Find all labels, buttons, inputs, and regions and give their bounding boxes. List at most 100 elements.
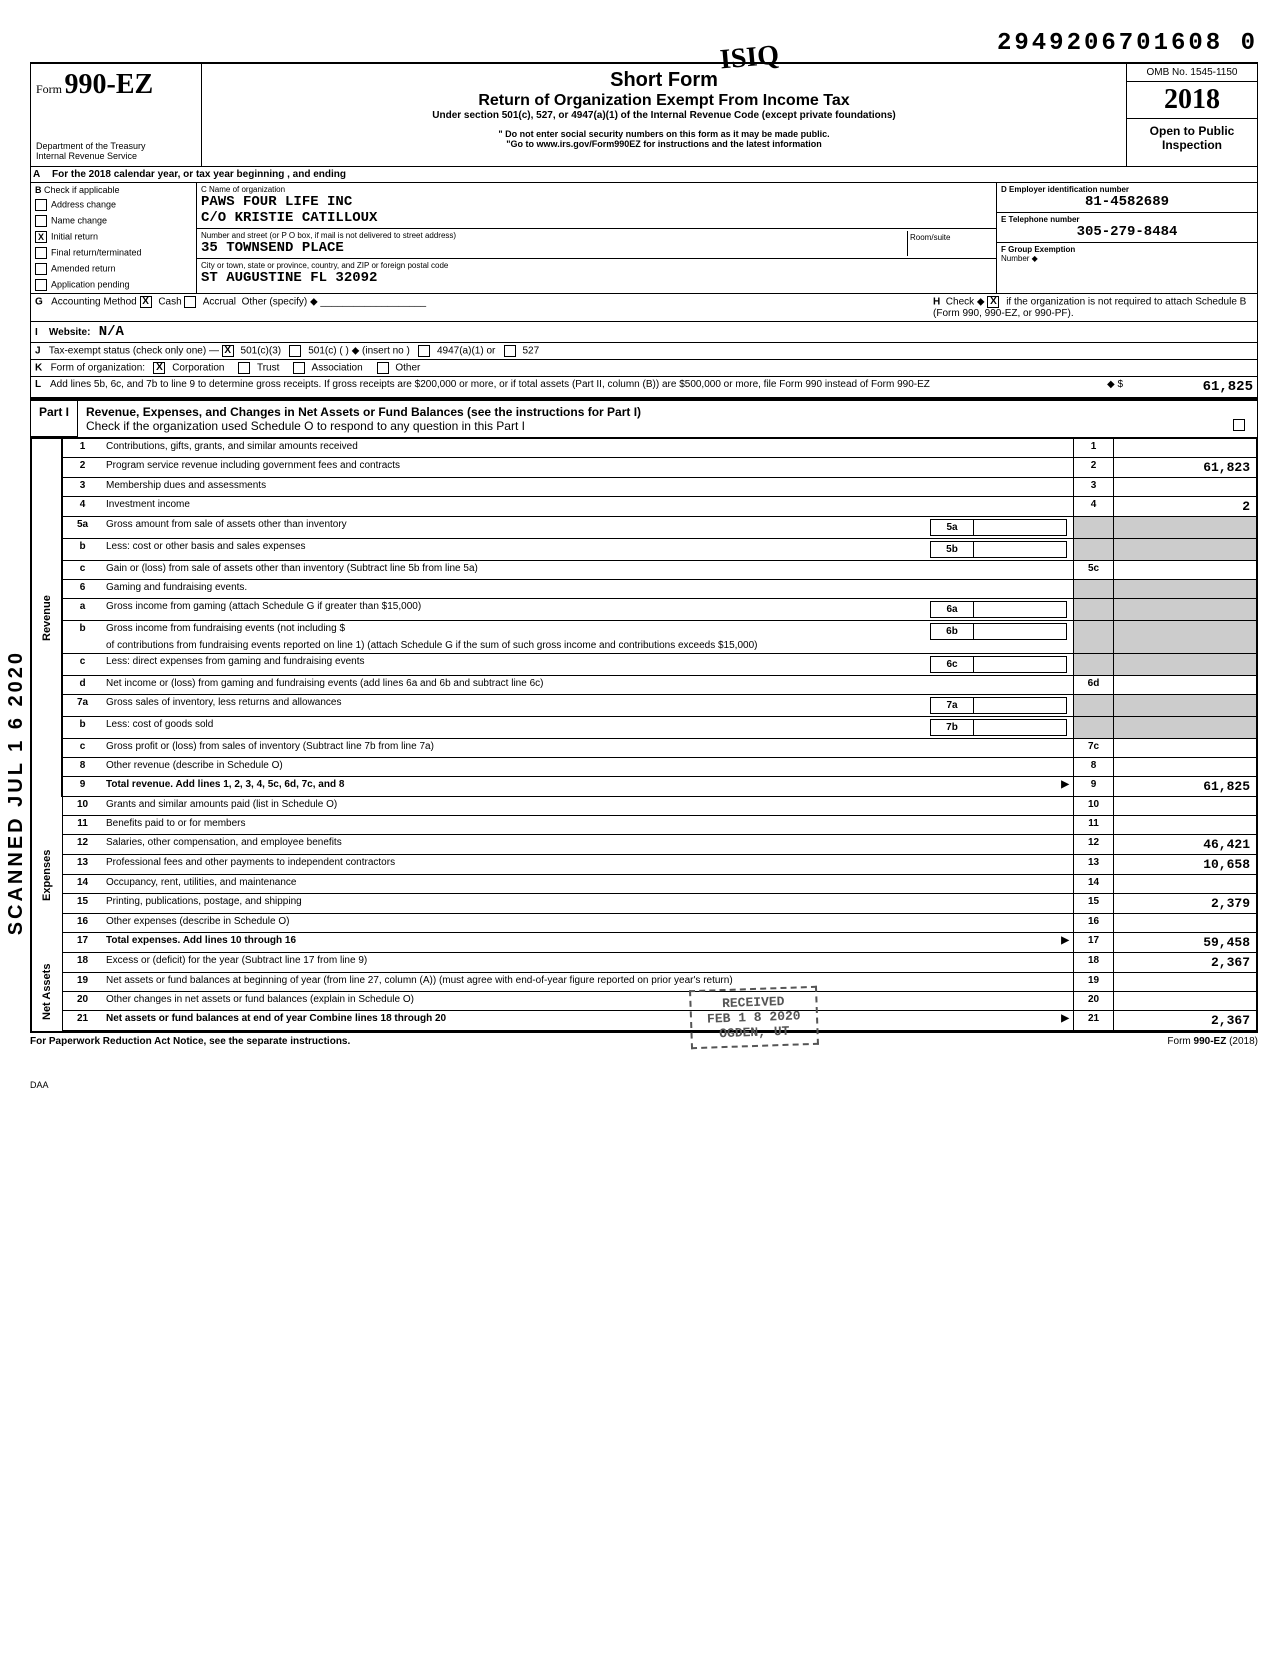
label-other-method: Other (specify) ◆ (242, 297, 318, 308)
checkbox-schedule-o[interactable] (1233, 419, 1245, 431)
city-state-zip: ST AUGUSTINE FL 32092 (201, 270, 992, 286)
line-number: b (63, 717, 102, 738)
line-description: Occupancy, rent, utilities, and maintena… (102, 875, 1073, 893)
box-value: 2,367 (1113, 1011, 1256, 1030)
label-amended: Amended return (51, 263, 116, 273)
checkbox-4947[interactable] (418, 345, 430, 357)
line-number: 9 (63, 777, 102, 796)
table-row: 20Other changes in net assets or fund ba… (62, 992, 1257, 1011)
checkbox-pending[interactable] (35, 279, 47, 291)
checkbox-527[interactable] (504, 345, 516, 357)
stamp-location: OGDEN, UT (707, 1023, 801, 1041)
table-row: 11Benefits paid to or for members11 (62, 816, 1257, 835)
box-value (1113, 875, 1256, 893)
part1-header: Part I Revenue, Expenses, and Changes in… (30, 399, 1258, 439)
box-number: 13 (1073, 855, 1113, 874)
line-description: Net assets or fund balances at end of ye… (102, 1011, 1073, 1030)
label-ein: D Employer identification number (1001, 185, 1253, 194)
table-row: cLess: direct expenses from gaming and f… (62, 654, 1257, 676)
checkbox-accrual[interactable] (184, 296, 196, 308)
form-number: 990-EZ (65, 69, 154, 100)
table-row: bLess: cost of goods sold7b (62, 717, 1257, 739)
line-description: Total revenue. Add lines 1, 2, 3, 4, 5c,… (102, 777, 1073, 796)
table-row: bGross income from fundraising events (n… (62, 621, 1257, 654)
omb-number: OMB No. 1545-1150 (1127, 64, 1257, 82)
line-description: Net income or (loss) from gaming and fun… (102, 676, 1073, 694)
line-number: 15 (63, 894, 102, 913)
line-number: 12 (63, 835, 102, 854)
line-number: 7a (63, 695, 102, 716)
line-description: Printing, publications, postage, and shi… (102, 894, 1073, 913)
checkbox-501c3[interactable]: X (222, 345, 234, 357)
table-row: 1Contributions, gifts, grants, and simil… (62, 439, 1257, 458)
box-value: 61,825 (1113, 777, 1256, 796)
table-row: bLess: cost or other basis and sales exp… (62, 539, 1257, 561)
line-number: a (63, 599, 102, 620)
box-value (1113, 439, 1256, 457)
line-description: Gross profit or (loss) from sales of inv… (102, 739, 1073, 757)
label-address-change: Address change (51, 199, 116, 209)
checkbox-h[interactable]: X (987, 296, 999, 308)
label-pending: Application pending (51, 279, 130, 289)
checkbox-address-change[interactable] (35, 199, 47, 211)
line-description: Gross income from fundraising events (no… (102, 621, 1073, 653)
label-cash: Cash (158, 297, 181, 308)
checkbox-name-change[interactable] (35, 215, 47, 227)
box-number: 21 (1073, 1011, 1113, 1030)
box-number: 9 (1073, 777, 1113, 796)
line-number: 4 (63, 497, 102, 516)
label-group-number: Number ◆ (1001, 254, 1253, 263)
table-row: aGross income from gaming (attach Schedu… (62, 599, 1257, 621)
row-i: I Website: N/A (30, 322, 1258, 343)
line-number: 14 (63, 875, 102, 893)
line-number: c (63, 739, 102, 757)
table-row: 8Other revenue (describe in Schedule O)8 (62, 758, 1257, 777)
label-527: 527 (522, 346, 539, 357)
checkbox-other-org[interactable] (377, 362, 389, 374)
box-number: 17 (1073, 933, 1113, 952)
line-description: Other revenue (describe in Schedule O) (102, 758, 1073, 776)
line-number: 1 (63, 439, 102, 457)
line-number: 8 (63, 758, 102, 776)
line-number: 20 (63, 992, 102, 1010)
checkbox-trust[interactable] (238, 362, 250, 374)
checkbox-cash[interactable]: X (140, 296, 152, 308)
checkbox-initial-return[interactable]: X (35, 231, 47, 243)
line-number: 3 (63, 478, 102, 496)
line-description: Benefits paid to or for members (102, 816, 1073, 834)
tax-year: 2018 (1127, 82, 1257, 119)
row-j: J Tax-exempt status (check only one) — X… (30, 343, 1258, 360)
line-number: b (63, 539, 102, 560)
form-prefix: Form (36, 82, 62, 96)
form-header: Form 990-EZ Department of the Treasury I… (30, 62, 1258, 167)
line-number: 21 (63, 1011, 102, 1030)
checkbox-corp[interactable]: X (153, 362, 165, 374)
line-description: Professional fees and other payments to … (102, 855, 1073, 874)
checkbox-assoc[interactable] (293, 362, 305, 374)
checkbox-final-return[interactable] (35, 247, 47, 259)
checkbox-501c[interactable] (289, 345, 301, 357)
table-row: 6Gaming and fundraising events. (62, 580, 1257, 599)
line-number: c (63, 654, 102, 675)
checkbox-amended[interactable] (35, 263, 47, 275)
box-value: 2,367 (1113, 953, 1256, 972)
label-name-change: Name change (51, 215, 107, 225)
box-value: 59,458 (1113, 933, 1256, 952)
box-number: 3 (1073, 478, 1113, 496)
table-row: 16Other expenses (describe in Schedule O… (62, 914, 1257, 933)
table-row: 13Professional fees and other payments t… (62, 855, 1257, 875)
box-value (1113, 739, 1256, 757)
table-row: 18Excess or (deficit) for the year (Subt… (62, 953, 1257, 973)
line-number: 19 (63, 973, 102, 991)
table-row: 17Total expenses. Add lines 10 through 1… (62, 933, 1257, 953)
line-number: 2 (63, 458, 102, 477)
table-row: 9Total revenue. Add lines 1, 2, 3, 4, 5c… (62, 777, 1257, 797)
line-description: Gain or (loss) from sale of assets other… (102, 561, 1073, 579)
table-row: 4Investment income42 (62, 497, 1257, 517)
footer-left: For Paperwork Reduction Act Notice, see … (30, 1036, 350, 1047)
box-number: 2 (1073, 458, 1113, 477)
table-row: 5aGross amount from sale of assets other… (62, 517, 1257, 539)
phone: 305-279-8484 (1001, 224, 1253, 240)
line-number: 13 (63, 855, 102, 874)
table-row: cGross profit or (loss) from sales of in… (62, 739, 1257, 758)
